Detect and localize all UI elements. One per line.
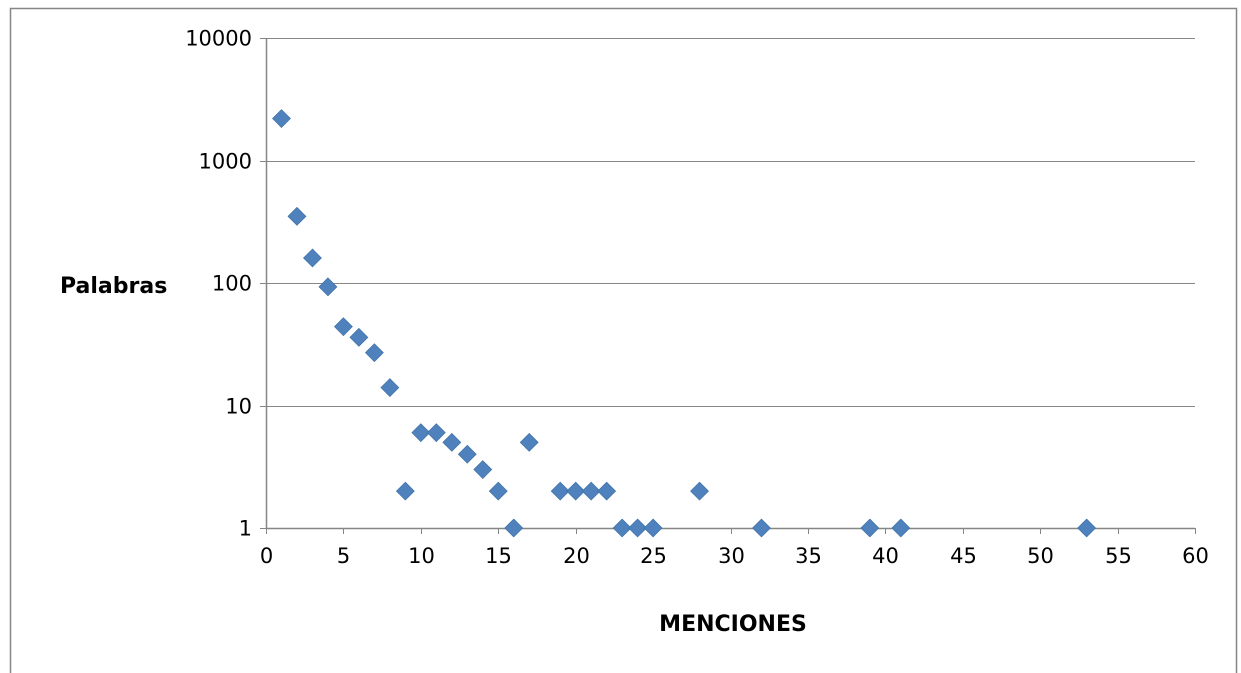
chart-outer-frame [9, 7, 1238, 673]
data-point [860, 518, 880, 538]
data-point [690, 481, 709, 501]
y-tick-label: 1 [239, 517, 252, 541]
x-tick-label: 30 [718, 544, 745, 568]
data-points [272, 109, 1097, 538]
data-point [333, 317, 353, 337]
data-point [457, 444, 477, 464]
data-point [612, 518, 632, 538]
tick-labels: 1 10 100 1000 10000 0 5 10 15 20 25 30 35 40 45 50 55 60 [185, 27, 1209, 569]
y-tick-label: 10000 [185, 27, 252, 51]
data-point [891, 518, 911, 538]
data-point [272, 109, 291, 128]
x-tick-label: 45 [950, 544, 977, 568]
data-point [364, 343, 384, 363]
axes [260, 38, 1196, 534]
data-point [318, 277, 338, 297]
data-point [504, 518, 524, 538]
x-tick-label: 5 [337, 544, 350, 568]
gridlines [266, 38, 1195, 407]
data-point [519, 432, 539, 452]
data-point [473, 460, 493, 479]
y-tick-label: 1000 [199, 150, 252, 174]
y-tick-label: 100 [212, 272, 252, 296]
data-point [380, 378, 400, 398]
data-point [303, 248, 322, 268]
data-point [395, 481, 415, 501]
y-tick-label: 10 [225, 395, 252, 419]
x-tick-label: 35 [795, 544, 822, 568]
data-point [628, 518, 648, 538]
data-point [752, 518, 771, 538]
data-point [442, 432, 462, 452]
data-point [488, 481, 508, 501]
x-tick-label: 20 [563, 544, 590, 568]
y-axis-title: Palabras [60, 274, 167, 299]
data-point [581, 481, 601, 501]
data-point [550, 481, 570, 501]
data-point [1077, 518, 1097, 538]
x-tick-label: 40 [872, 544, 899, 568]
data-point [349, 327, 369, 347]
x-tick-label: 0 [260, 544, 273, 568]
data-point [426, 423, 446, 443]
x-tick-label: 25 [640, 544, 667, 568]
x-tick-label: 55 [1105, 544, 1132, 568]
x-axis-title: MENCIONES [659, 612, 807, 637]
data-point [643, 518, 663, 538]
data-point [287, 206, 307, 226]
x-tick-label: 15 [485, 544, 512, 568]
x-tick-label: 50 [1027, 544, 1054, 568]
x-tick-label: 10 [408, 544, 435, 568]
x-tick-label: 60 [1182, 544, 1209, 568]
data-point [566, 481, 586, 501]
data-point [597, 481, 617, 501]
data-point [411, 423, 431, 443]
